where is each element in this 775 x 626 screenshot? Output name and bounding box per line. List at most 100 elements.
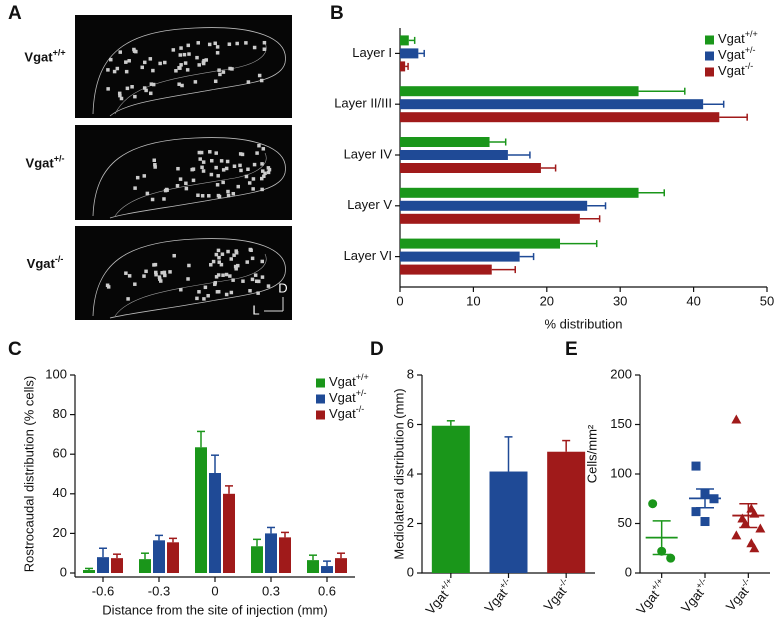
panel-letter: D	[370, 339, 384, 360]
cell-dot	[250, 277, 255, 282]
y-tick-label: Layer VI	[344, 248, 392, 263]
cell-dot	[162, 270, 167, 275]
error-bar	[560, 240, 598, 248]
cell-dot	[247, 181, 252, 185]
y-tick-label: 40	[53, 485, 67, 500]
cell-dot	[262, 174, 266, 178]
cell-dot	[185, 68, 190, 72]
error-bar	[405, 62, 409, 70]
y-tick-label: Layer I	[352, 45, 392, 60]
cell-dot	[184, 181, 188, 186]
cell-dot	[211, 259, 216, 264]
legend-label: Vgat-/-	[718, 61, 753, 78]
error-bar	[562, 439, 571, 452]
label-superscript: -/-	[356, 404, 365, 414]
cell-dot	[213, 79, 218, 84]
cell-dot	[118, 50, 122, 54]
cell-dot	[109, 57, 113, 62]
error-bar	[540, 164, 557, 172]
panel-letter: C	[8, 339, 22, 360]
legend-swatch	[316, 394, 325, 404]
cell-dot	[233, 264, 238, 269]
cell-dot	[252, 162, 257, 167]
cell-dot	[178, 177, 183, 181]
label-base: Vgat	[634, 587, 663, 617]
label-superscript: +/-	[356, 388, 367, 398]
cell-dot	[216, 289, 221, 294]
cell-dot	[126, 297, 130, 301]
point	[700, 517, 710, 527]
genotype-label: Vgat+/-	[26, 154, 65, 171]
cell-dot	[221, 273, 225, 277]
label-base: Vgat	[329, 406, 356, 421]
bar	[321, 566, 333, 573]
cell-dot	[246, 80, 251, 84]
cell-dot	[172, 253, 176, 258]
bar	[400, 86, 639, 97]
bar	[400, 61, 406, 72]
y-axis-label: Mediolateral distribution (mm)	[391, 388, 406, 559]
cell-dot	[234, 267, 238, 271]
y-tick-label: 100	[610, 465, 632, 480]
cell-dot	[232, 164, 237, 168]
cell-dot	[197, 290, 201, 294]
bar	[153, 540, 165, 573]
section-outline	[92, 238, 286, 319]
point	[691, 461, 701, 471]
cell-dot	[209, 158, 214, 163]
y-tick-label: 4	[407, 465, 414, 480]
error-bar	[155, 534, 163, 541]
section-image	[75, 125, 292, 220]
error-bar	[638, 189, 665, 197]
label-superscript: -/-	[55, 254, 64, 264]
y-tick-label: 6	[407, 416, 414, 431]
bar	[307, 560, 319, 573]
x-tick-label: Vgat-/-	[539, 576, 575, 614]
cell-dot	[196, 41, 200, 45]
label-base: Vgat	[718, 47, 745, 62]
error-bar	[652, 520, 671, 556]
cell-dot	[197, 150, 202, 155]
cell-dot	[216, 248, 221, 253]
point	[749, 543, 760, 553]
cell-dot	[176, 166, 180, 171]
genotype-label: Vgat+/+	[24, 48, 65, 65]
x-tick-label: Vgat+/+	[421, 576, 460, 617]
bar	[400, 35, 409, 46]
cell-dot	[207, 194, 211, 198]
error-bar	[281, 531, 289, 538]
x-tick-label: 0	[211, 583, 218, 598]
axis-letter: D	[278, 280, 287, 295]
cell-dot	[231, 191, 236, 196]
bar	[265, 533, 277, 573]
cell-dot	[241, 279, 245, 283]
bar	[431, 425, 470, 573]
label-superscript: +/+	[53, 48, 66, 58]
error-bar	[169, 537, 177, 543]
cell-dot	[144, 88, 148, 93]
error-bar	[85, 567, 93, 571]
cell-dot	[255, 151, 259, 155]
label-base: Vgat	[541, 584, 570, 614]
label-base: Vgat	[423, 587, 452, 617]
x-tick-label: -0.6	[92, 583, 114, 598]
point	[731, 414, 742, 424]
cell-dot	[221, 70, 226, 74]
y-tick-label: 80	[53, 406, 67, 421]
cell-dot	[209, 172, 214, 177]
y-tick-label: Layer II/III	[334, 96, 392, 111]
bar	[223, 493, 235, 573]
cell-dot	[127, 59, 131, 63]
cell-dot	[184, 186, 189, 191]
cell-dot	[142, 174, 147, 178]
cell-dot	[124, 69, 129, 74]
y-axis-label: Rostrocaudal distribution (% cells)	[21, 376, 36, 573]
cell-dot	[112, 69, 117, 74]
cell-dot	[209, 263, 213, 267]
cell-dot	[145, 191, 150, 196]
cell-dot	[217, 260, 222, 264]
bar	[111, 558, 123, 573]
cell-dot	[257, 73, 262, 78]
cell-dot	[260, 162, 264, 166]
